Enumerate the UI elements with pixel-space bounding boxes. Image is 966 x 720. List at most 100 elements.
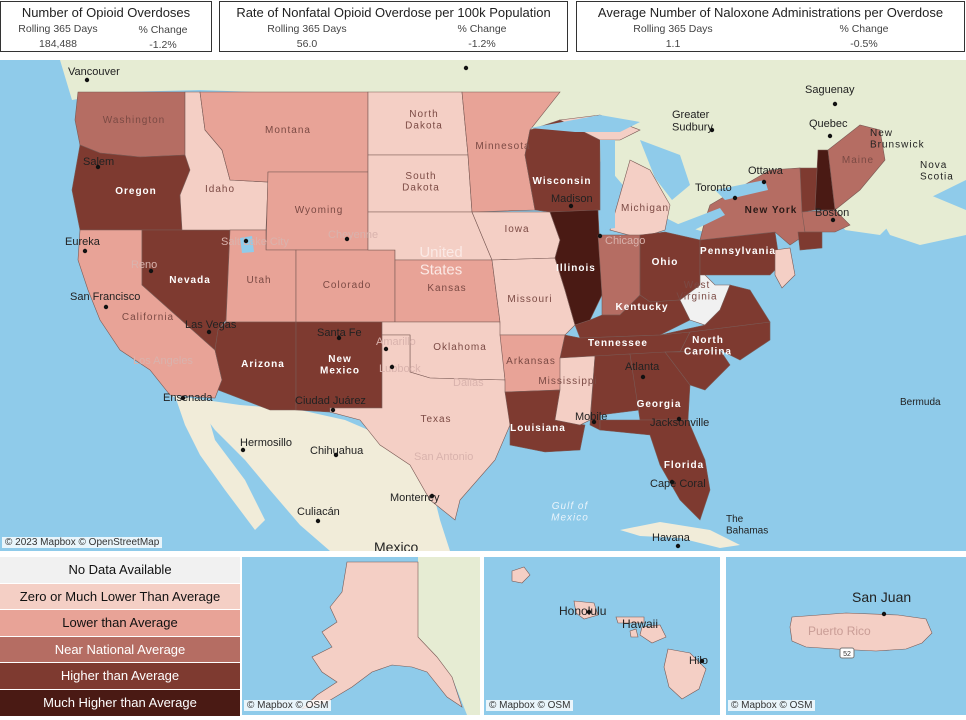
label-puerto-rico: Puerto Rico — [808, 624, 871, 638]
label-monterrey: Monterrey — [390, 492, 440, 504]
lake-michigan — [600, 140, 615, 230]
island-kauai[interactable] — [511, 566, 531, 584]
dot-hilo — [699, 658, 705, 664]
label-san-francisco: San Francisco — [70, 291, 140, 303]
label-oregon: Oregon — [115, 186, 157, 197]
state-new-york[interactable] — [699, 167, 806, 246]
label-lubbock: Lubbock — [379, 363, 421, 375]
kpi-title: Average Number of Naloxone Administratio… — [597, 5, 944, 20]
state-connecticut[interactable] — [797, 231, 823, 251]
label-montana: Montana — [265, 125, 311, 136]
lake-erie — [668, 208, 725, 232]
label-culiacan: Culiacán — [297, 506, 340, 518]
label-mississippi: Mississippi — [538, 376, 597, 387]
state-texas[interactable] — [329, 334, 511, 521]
label-michigan: Michigan — [621, 203, 669, 214]
label-jacksonville: Jacksonville — [650, 417, 709, 429]
label-las-vegas: Las Vegas — [185, 319, 237, 331]
island-maui[interactable] — [639, 624, 667, 644]
hawaii-inset[interactable]: Honolulu Hawaii Hilo © Mapbox © OSM — [484, 557, 720, 715]
baja-land — [175, 396, 265, 530]
legend-higher[interactable]: Higher than Average — [0, 663, 240, 690]
label-atlanta: Atlanta — [625, 361, 660, 373]
label-mobile: Mobile — [575, 411, 607, 423]
state-massachusetts[interactable] — [801, 209, 851, 233]
kpi-naloxone: Average Number of Naloxone Administratio… — [576, 1, 965, 52]
alaska-inset[interactable]: © Mapbox © OSM — [242, 557, 480, 715]
label-texas: Texas — [420, 414, 451, 425]
legend-lower[interactable]: Lower than Average — [0, 610, 240, 637]
inset-attribution[interactable]: © Mapbox © OSM — [486, 700, 574, 711]
label-mexico: Mexico — [374, 539, 419, 551]
place-labels: Vancouver Saguenay Quebec Greater Sudbury… — [65, 66, 954, 551]
label-cheyenne: Cheyenne — [328, 229, 378, 241]
alaska-inset-svg[interactable] — [242, 557, 480, 715]
hawaii-inset-svg[interactable]: Honolulu Hawaii Hilo — [484, 557, 720, 715]
legend-no-data[interactable]: No Data Available — [0, 557, 240, 584]
island-hawaii[interactable] — [663, 648, 707, 700]
label-los-angeles: Los Angeles — [133, 355, 193, 367]
legend-much-higher[interactable]: Much Higher than Average — [0, 689, 240, 717]
kpi-change-label: % Change — [839, 23, 889, 35]
label-nova-scotia: Nova Scotia — [920, 160, 954, 183]
cuba-land — [620, 522, 740, 548]
inset-attribution[interactable]: © Mapbox © OSM — [728, 700, 816, 711]
legend-near-average[interactable]: Near National Average — [0, 636, 240, 664]
label-new-brunswick: New Brunswick — [870, 128, 925, 151]
label-arizona: Arizona — [241, 359, 285, 370]
label-santa-fe: Santa Fe — [317, 327, 362, 339]
label-vancouver: Vancouver — [68, 66, 120, 78]
label-north-dakota: North Dakota — [405, 109, 443, 132]
label-new-york: New York — [745, 205, 798, 216]
label-honolulu: Honolulu — [559, 604, 606, 618]
puerto-rico-inset[interactable]: San Juan Puerto Rico 52 © Mapbox © OSM — [726, 557, 966, 715]
kpi-title: Number of Opioid Overdoses — [21, 5, 191, 20]
label-georgia: Georgia — [637, 399, 682, 410]
island-molokai[interactable] — [615, 616, 645, 624]
route-shield-number: 52 — [843, 651, 851, 658]
inset-attribution[interactable]: © Mapbox © OSM — [244, 700, 332, 711]
island-lanai[interactable] — [629, 628, 639, 638]
label-the-bahamas: The Bahamas — [726, 514, 768, 537]
route-shield — [839, 647, 855, 659]
kpi-period: Rolling 365 Days — [18, 23, 98, 35]
state-alaska[interactable] — [301, 561, 463, 710]
canada-land-inset — [418, 557, 480, 715]
label-madison: Madison — [551, 193, 593, 205]
state-new-jersey[interactable] — [774, 247, 796, 289]
state-puerto-rico[interactable] — [789, 612, 933, 652]
kpi-value: 1.1 — [665, 38, 681, 50]
kpi-change: -1.2% — [468, 38, 496, 50]
main-map[interactable]: Washington Oregon California Nevada Idah… — [0, 60, 966, 551]
kpi-change-label: % Change — [457, 23, 507, 35]
state-georgia[interactable] — [629, 351, 691, 421]
label-arkansas: Arkansas — [506, 356, 556, 367]
city-dots — [82, 65, 838, 549]
label-ohio: Ohio — [652, 257, 679, 268]
kpi-period: Rolling 365 Days — [633, 23, 713, 35]
label-quebec: Quebec — [809, 118, 848, 130]
kpi-change: -1.2% — [149, 39, 177, 51]
map-attribution[interactable]: © 2023 Mapbox © OpenStreetMap — [2, 537, 163, 548]
label-hermosillo: Hermosillo — [240, 437, 292, 449]
maritimes-land — [870, 195, 966, 245]
state-virginia[interactable] — [659, 284, 771, 336]
label-hawaii: Hawaii — [622, 617, 658, 631]
label-colorado: Colorado — [323, 280, 372, 291]
main-map-svg[interactable]: Washington Oregon California Nevada Idah… — [0, 60, 966, 551]
label-chicago: Chicago — [605, 235, 645, 247]
label-havana: Havana — [652, 532, 691, 544]
state-florida[interactable] — [599, 419, 711, 521]
label-louisiana: Louisiana — [510, 423, 566, 434]
label-new-mexico: New Mexico — [320, 354, 360, 377]
puerto-rico-inset-svg[interactable]: San Juan Puerto Rico 52 — [726, 557, 966, 715]
kpi-period: Rolling 365 Days — [267, 23, 347, 35]
great-salt-lake — [240, 236, 254, 253]
legend-much-lower[interactable]: Zero or Much Lower Than Average — [0, 583, 240, 611]
label-kansas: Kansas — [427, 283, 466, 294]
label-eureka: Eureka — [65, 236, 101, 248]
label-saguenay: Saguenay — [805, 84, 855, 96]
label-dallas: Dallas — [453, 377, 484, 389]
kpi-change: -0.5% — [850, 38, 878, 50]
island-oahu[interactable] — [573, 600, 599, 620]
